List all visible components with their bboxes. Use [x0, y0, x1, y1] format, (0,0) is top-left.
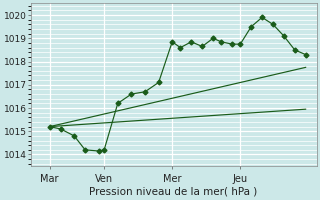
X-axis label: Pression niveau de la mer( hPa ): Pression niveau de la mer( hPa ) — [90, 187, 258, 197]
